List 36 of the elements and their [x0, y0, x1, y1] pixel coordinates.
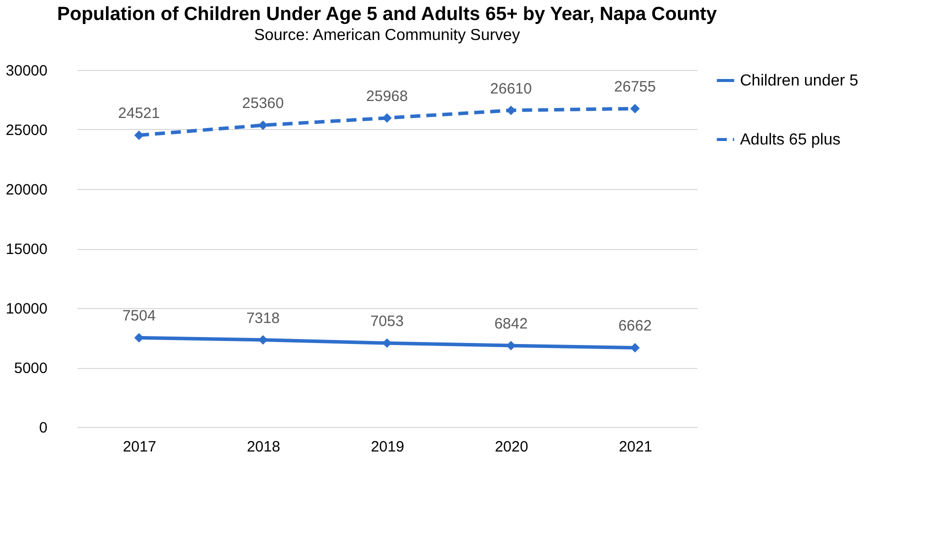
x-tick-label: 2020	[494, 438, 528, 456]
point	[134, 332, 144, 342]
chart-title: Population of Children Under Age 5 and Adults 65+ by Year, Napa County	[57, 4, 718, 25]
legend-label: Children under 5	[740, 72, 858, 90]
point	[630, 104, 640, 114]
point	[258, 120, 268, 130]
chart-subtitle: Source: American Community Survey	[254, 27, 520, 44]
data-label: 6662	[618, 318, 652, 335]
y-tick-label: 30000	[6, 62, 48, 80]
x-tick-label: 2021	[618, 438, 652, 456]
data-label: 25968	[366, 88, 408, 105]
data-label: 26610	[490, 80, 532, 98]
data-label: 24521	[118, 105, 160, 122]
data-label: 7053	[370, 313, 404, 330]
y-tick-label: 20000	[6, 182, 48, 198]
point	[382, 338, 392, 348]
data-label: 6842	[494, 316, 528, 333]
data-label: 25360	[242, 95, 284, 112]
y-tick-label: 0	[39, 420, 48, 436]
point	[382, 113, 392, 123]
point	[506, 340, 516, 350]
point	[134, 130, 144, 140]
point	[258, 335, 268, 345]
y-tick-label: 25000	[6, 122, 48, 139]
data-label: 26755	[614, 78, 656, 96]
data-label: 7318	[246, 310, 280, 327]
legend-label: Adults 65 plus	[740, 132, 841, 148]
y-tick-label: 5000	[14, 360, 48, 377]
y-tick-label: 10000	[6, 300, 48, 318]
x-tick-label: 2017	[122, 438, 156, 456]
data-label: 7504	[122, 308, 156, 325]
point	[630, 342, 640, 352]
x-tick-label: 2019	[370, 438, 404, 456]
y-tick-label: 15000	[6, 241, 48, 258]
point	[506, 106, 516, 116]
x-tick-label: 2018	[246, 438, 280, 456]
